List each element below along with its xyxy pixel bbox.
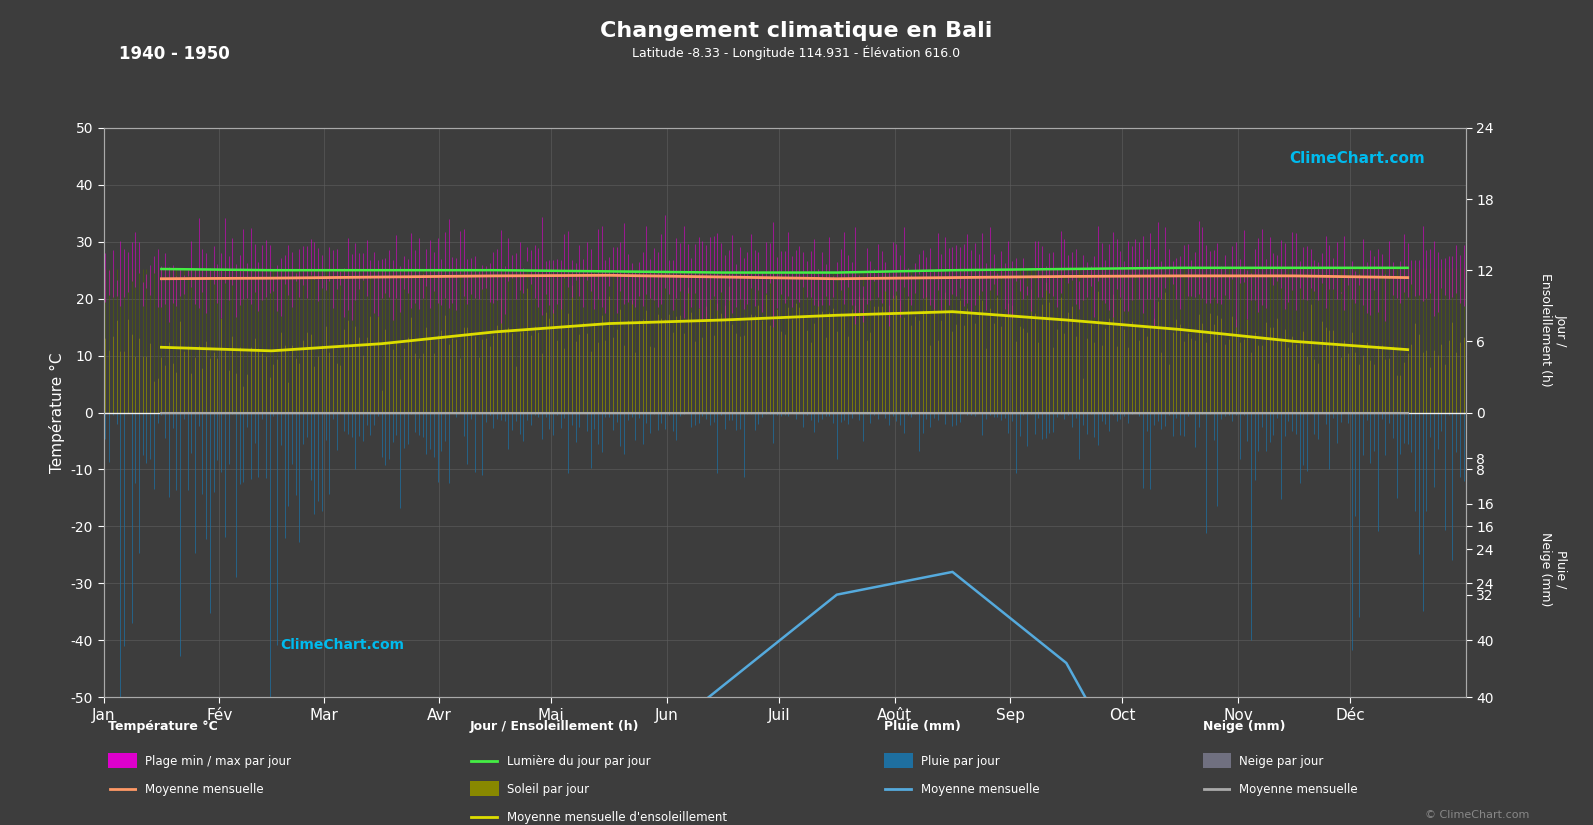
Text: 1940 - 1950: 1940 - 1950 bbox=[119, 45, 231, 64]
Text: ClimeChart.com: ClimeChart.com bbox=[1289, 151, 1424, 166]
Text: Neige (mm): Neige (mm) bbox=[1203, 720, 1286, 733]
Text: Moyenne mensuelle: Moyenne mensuelle bbox=[145, 783, 263, 796]
Text: Changement climatique en Bali: Changement climatique en Bali bbox=[601, 21, 992, 40]
Text: Moyenne mensuelle: Moyenne mensuelle bbox=[1239, 783, 1357, 796]
Text: Latitude -8.33 - Longitude 114.931 - Élévation 616.0: Latitude -8.33 - Longitude 114.931 - Élé… bbox=[632, 45, 961, 60]
Text: Jour / Ensoleillement (h): Jour / Ensoleillement (h) bbox=[470, 720, 639, 733]
Text: Plage min / max par jour: Plage min / max par jour bbox=[145, 755, 292, 768]
Text: Neige par jour: Neige par jour bbox=[1239, 755, 1324, 768]
Text: Pluie (mm): Pluie (mm) bbox=[884, 720, 961, 733]
Text: Pluie par jour: Pluie par jour bbox=[921, 755, 999, 768]
Text: Soleil par jour: Soleil par jour bbox=[507, 783, 589, 796]
Text: Température °C: Température °C bbox=[108, 720, 218, 733]
Text: Jour /
Ensoleillement (h): Jour / Ensoleillement (h) bbox=[1539, 273, 1568, 387]
Text: Moyenne mensuelle: Moyenne mensuelle bbox=[921, 783, 1039, 796]
Text: Moyenne mensuelle d'ensoleillement: Moyenne mensuelle d'ensoleillement bbox=[507, 811, 726, 824]
Y-axis label: Température °C: Température °C bbox=[49, 352, 65, 473]
Text: © ClimeChart.com: © ClimeChart.com bbox=[1424, 810, 1529, 820]
Text: ClimeChart.com: ClimeChart.com bbox=[280, 638, 405, 652]
Text: Lumière du jour par jour: Lumière du jour par jour bbox=[507, 755, 650, 768]
Text: Pluie /
Neige (mm): Pluie / Neige (mm) bbox=[1539, 532, 1568, 606]
